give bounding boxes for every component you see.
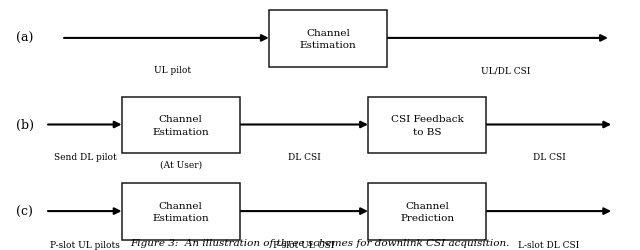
Bar — [122, 184, 240, 240]
Text: Channel
Estimation: Channel Estimation — [152, 115, 209, 136]
Text: (a): (a) — [16, 32, 33, 45]
Text: CSI Feedback
to BS: CSI Feedback to BS — [391, 115, 463, 136]
Text: Channel
Estimation: Channel Estimation — [300, 29, 356, 50]
Text: L-slot DL CSI: L-slot DL CSI — [518, 240, 580, 249]
Text: (c): (c) — [16, 205, 33, 218]
Text: UL pilot: UL pilot — [154, 66, 191, 75]
Text: Channel
Estimation: Channel Estimation — [152, 201, 209, 222]
Text: DL CSI: DL CSI — [287, 152, 321, 161]
Text: Channel
Prediction: Channel Prediction — [400, 201, 454, 222]
Text: DL CSI: DL CSI — [532, 152, 566, 161]
Text: P-slot UL CSI: P-slot UL CSI — [273, 240, 335, 249]
Text: (b): (b) — [16, 118, 34, 132]
Text: Send DL pilot: Send DL pilot — [54, 152, 116, 161]
Bar — [368, 184, 486, 240]
Bar — [269, 11, 387, 68]
Text: Figure 3:  An illustration of three schemes for downlink CSI acquisition.: Figure 3: An illustration of three schem… — [131, 238, 509, 248]
Text: UL/DL CSI: UL/DL CSI — [481, 66, 531, 75]
Text: (At User): (At User) — [160, 160, 202, 169]
Bar — [122, 98, 240, 154]
Bar — [368, 98, 486, 154]
Text: P-slot UL pilots: P-slot UL pilots — [50, 240, 120, 249]
